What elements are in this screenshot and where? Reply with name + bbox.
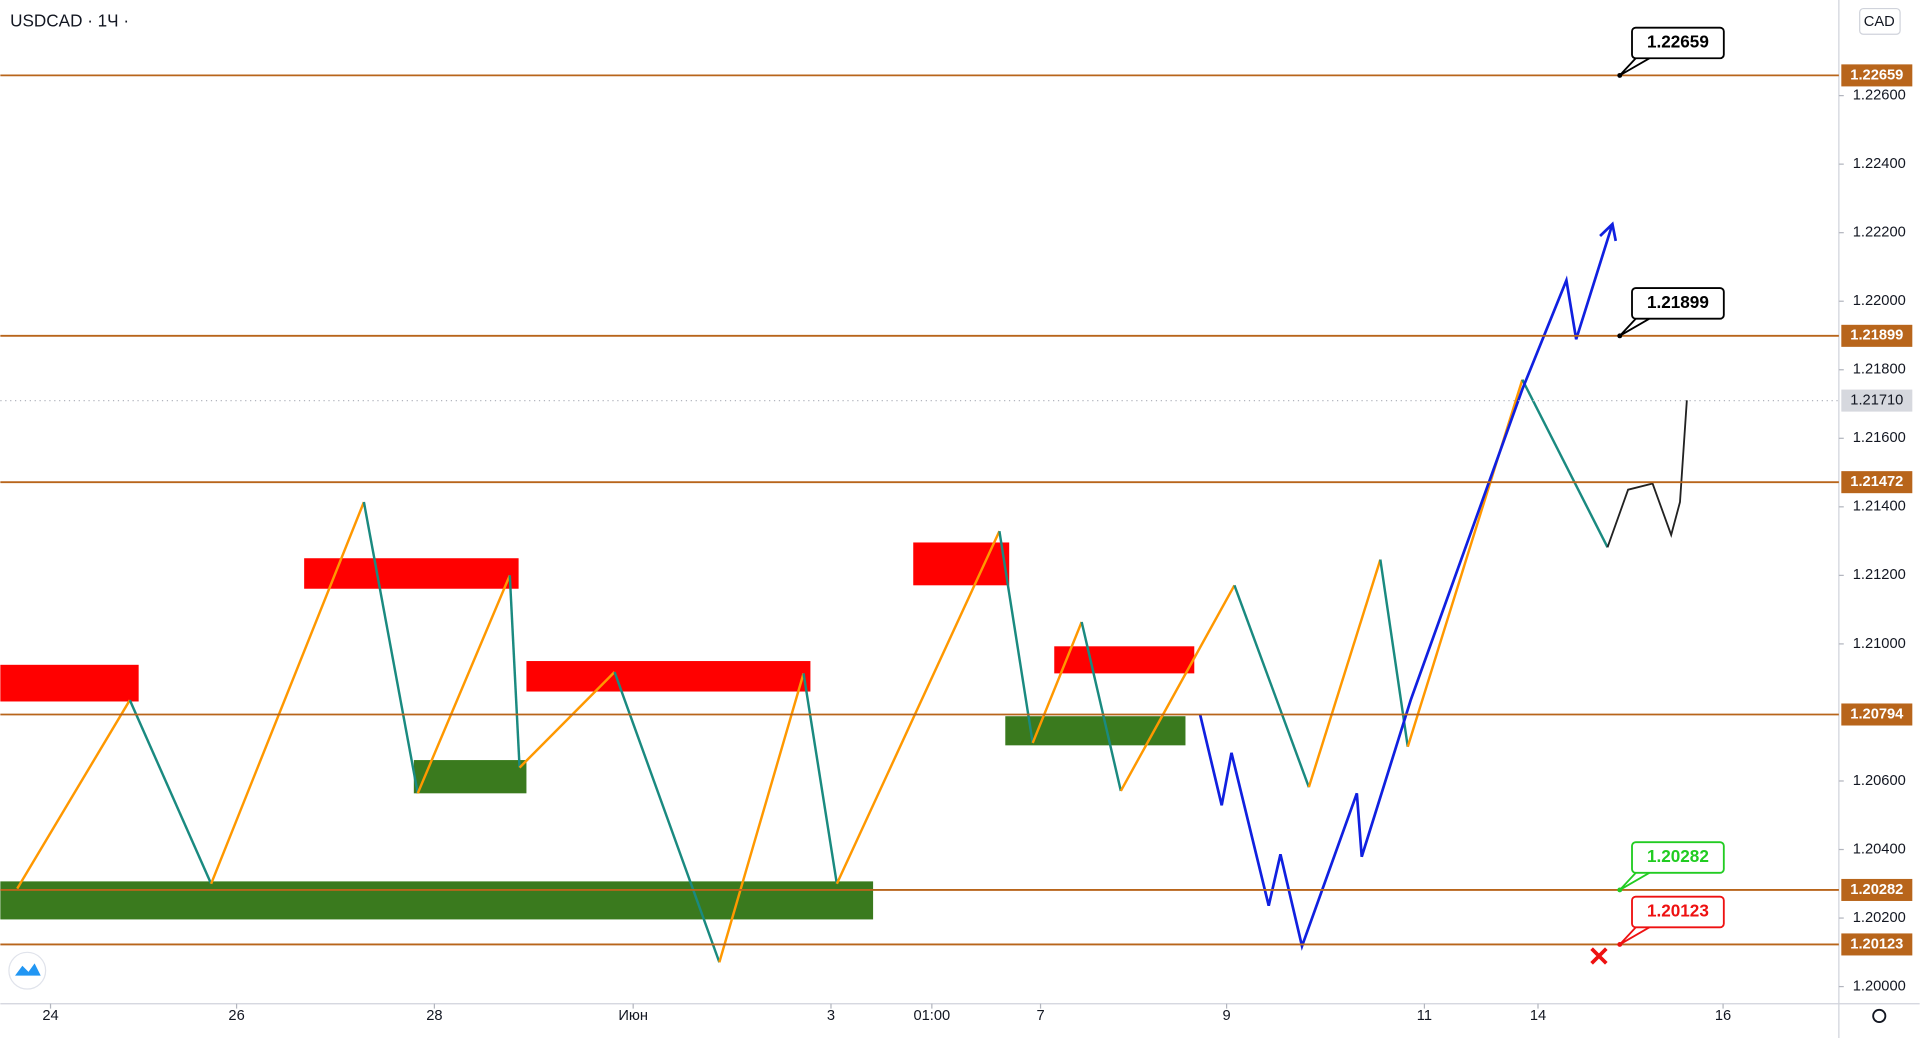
y-tick-label: 1.20600 <box>1853 773 1906 789</box>
callout-anchor <box>1617 72 1623 78</box>
zigzag-segment <box>802 673 839 884</box>
level-label: 1.22659 <box>1850 67 1903 83</box>
zigzag-segment <box>998 530 1034 744</box>
zigzag-segment <box>1307 559 1382 788</box>
zigzag-segment <box>835 530 1001 885</box>
level-tag <box>1841 64 1913 87</box>
callout-anchor <box>1617 941 1623 947</box>
callout-box <box>1631 287 1725 320</box>
series-line <box>1198 223 1614 951</box>
callout-text: 1.21899 <box>1647 292 1709 312</box>
x-tick-label: 28 <box>426 1008 442 1024</box>
callout-box <box>1631 26 1725 60</box>
y-tick-label: 1.21000 <box>1853 636 1906 652</box>
y-tick-label: 1.22600 <box>1853 87 1906 103</box>
level-label: 1.21472 <box>1850 474 1903 490</box>
callout-text: 1.20282 <box>1647 846 1709 866</box>
zigzag-segment <box>718 673 805 963</box>
zigzag-segment <box>209 501 366 885</box>
callout-anchor <box>1617 887 1623 893</box>
zigzag-segment <box>16 699 131 890</box>
callout-box <box>1631 895 1725 929</box>
zigzag-segment <box>1521 379 1609 548</box>
level-tag <box>1841 933 1913 956</box>
zigzag-segment <box>1119 584 1236 792</box>
zigzag-segment <box>128 699 213 885</box>
zone <box>913 542 1010 586</box>
zigzag-segment <box>518 671 616 769</box>
x-tick-label: 3 <box>827 1008 835 1024</box>
level-label: 1.20794 <box>1850 706 1904 722</box>
x-tick-label: 14 <box>1530 1008 1546 1024</box>
x-tick-label: Июн <box>618 1008 648 1024</box>
callout-text: 1.22659 <box>1647 31 1709 51</box>
y-tick-label: 1.20000 <box>1853 978 1906 994</box>
x-tick-label: 9 <box>1223 1008 1231 1024</box>
level-tag <box>1841 324 1913 347</box>
zigzag-segment <box>1080 621 1123 792</box>
level-tag <box>1841 878 1913 901</box>
logo-icon <box>15 963 41 976</box>
zone <box>0 881 874 920</box>
y-tick-label: 1.21400 <box>1853 499 1906 515</box>
zone <box>526 661 811 692</box>
zigzag-segment <box>1233 584 1311 788</box>
level-label: 1.20123 <box>1850 936 1903 952</box>
zigzag-segment <box>613 671 721 963</box>
level-label: 1.20282 <box>1850 882 1903 898</box>
zigzag-segment <box>362 501 419 794</box>
zigzag-segment <box>416 574 511 794</box>
level-tag <box>1841 471 1913 494</box>
zone <box>413 760 527 794</box>
zone <box>0 664 139 702</box>
y-tick-label: 1.21200 <box>1853 567 1906 583</box>
y-tick-label: 1.20400 <box>1853 841 1906 857</box>
zigzag-segment <box>1379 559 1409 747</box>
callout-text: 1.20123 <box>1647 901 1709 921</box>
x-tick-label: 26 <box>228 1008 244 1024</box>
currency-button[interactable] <box>1859 7 1901 35</box>
x-tick-label: 16 <box>1715 1008 1731 1024</box>
level-tag <box>1841 703 1913 726</box>
callout-anchor <box>1617 333 1623 339</box>
current-price-tag <box>1841 389 1913 412</box>
current-price-label: 1.21710 <box>1850 392 1903 408</box>
currency-label[interactable]: CAD <box>1864 14 1895 30</box>
zigzag-segment <box>508 575 521 768</box>
arrow-head <box>1599 221 1618 242</box>
symbol-title: USDCAD · 1Ч · <box>10 11 129 31</box>
y-tick-label: 1.21600 <box>1853 430 1906 446</box>
settings-icon[interactable] <box>1872 1008 1887 1024</box>
x-tick-label: 7 <box>1036 1008 1044 1024</box>
callout-box <box>1631 841 1725 874</box>
x-tick-label: 11 <box>1417 1008 1432 1024</box>
x-tick-label: 24 <box>42 1008 58 1024</box>
y-tick-label: 1.22200 <box>1853 225 1906 241</box>
y-tick-label: 1.22400 <box>1853 156 1906 172</box>
zigzag-segment <box>1031 621 1083 744</box>
y-tick-label: 1.21800 <box>1853 362 1906 378</box>
x-tick-label: 01:00 <box>913 1008 950 1024</box>
y-tick-label: 1.22000 <box>1853 293 1906 309</box>
stop-marker <box>1590 947 1608 965</box>
y-tick-label: 1.20200 <box>1853 910 1906 926</box>
zone <box>1054 646 1195 674</box>
level-label: 1.21899 <box>1850 328 1903 344</box>
series-line <box>1606 400 1688 548</box>
